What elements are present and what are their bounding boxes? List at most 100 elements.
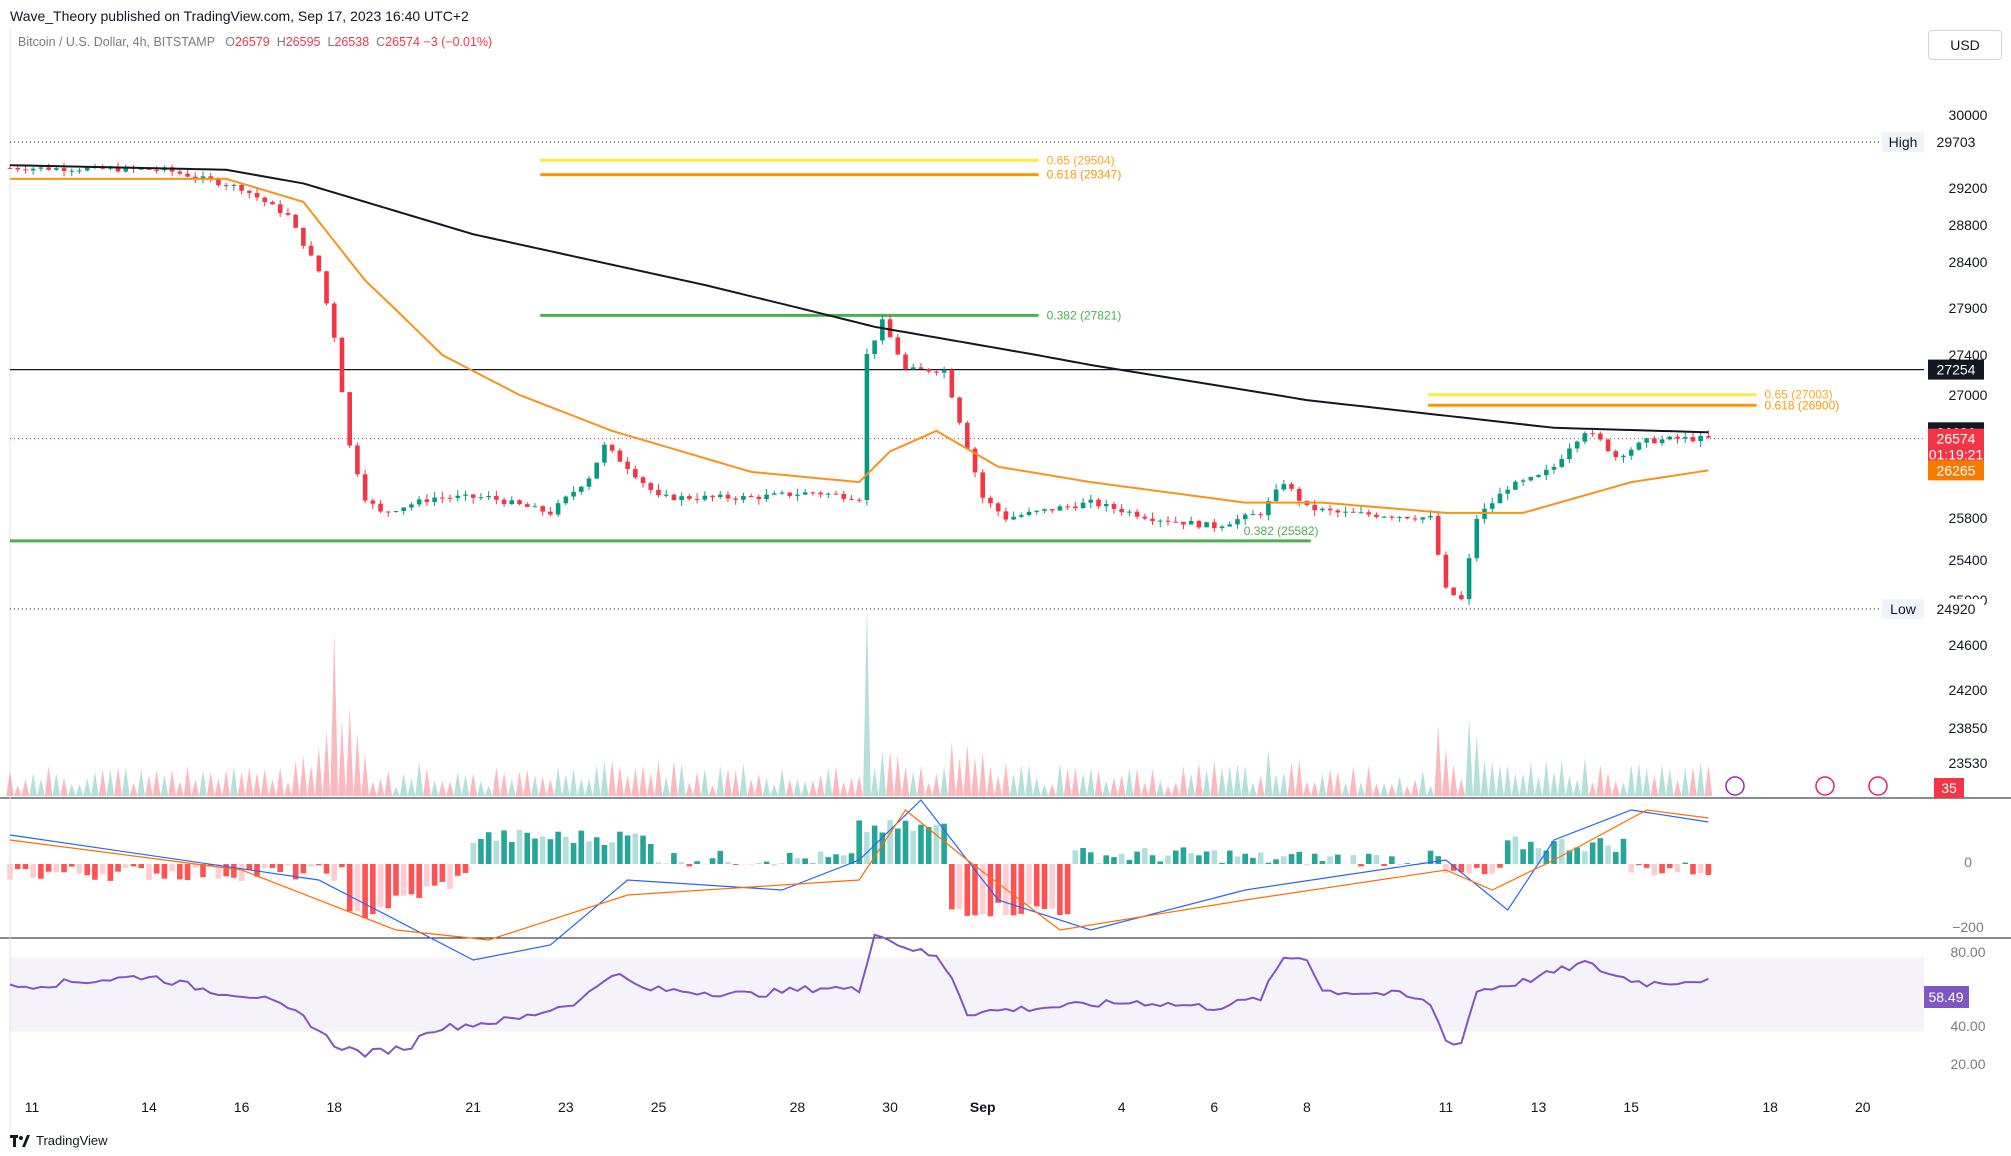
macd-histogram-bar [169,864,175,872]
volume-bar [986,766,995,796]
candle-body [818,492,823,495]
macd-histogram-bar [671,853,677,864]
volume-bar [785,779,794,796]
x-tick-label: 30 [882,1099,898,1115]
volume-bar [924,782,933,796]
candle-body [470,494,476,498]
macd-histogram-bar [261,864,268,869]
volume-bar [770,784,779,796]
candle-body [1528,476,1534,481]
fib-level-label: 0.65 (29504) [1047,153,1115,167]
volume-bar [507,778,516,796]
close-value: 26574 −3 (−0.01%) [385,35,493,49]
price-tick-label: 23850 [1949,720,1988,736]
macd-histogram-bar [1041,864,1048,910]
volume-bar [13,785,22,796]
volume-bar [801,781,810,796]
volume-bar [1442,747,1450,796]
price-tick-label: 28400 [1949,254,1988,270]
open-key: O [225,35,235,49]
volume-bar [477,781,485,796]
x-tick-label: 28 [790,1099,806,1115]
volume-bar [1665,768,1674,796]
x-tick-label: 15 [1623,1099,1639,1115]
volume-bar [724,768,732,796]
macd-histogram-bar [925,827,932,864]
volume-bar [693,771,701,796]
candle-body [223,185,229,187]
volume-bar [863,606,871,796]
volume-bar [484,785,493,796]
candle-body [1080,502,1086,509]
price-tick-label: 27900 [1949,300,1988,316]
candle-body [1296,488,1302,501]
macd-histogram-bar [1574,847,1580,864]
candle-body [1420,517,1426,520]
candle-body [532,506,538,508]
symbol-name[interactable]: Bitcoin / U.S. Dollar, 4h, BITSTAMP [18,35,215,49]
macd-histogram-bar [1242,853,1248,864]
volume-bar [1187,773,1196,796]
candle-body [239,184,244,191]
macd-histogram-bar [1088,852,1094,864]
macd-histogram-bar [825,857,832,864]
candle-body [609,444,615,451]
candle-body [1505,489,1510,494]
extreme-tag-label: High [1889,134,1918,150]
volume-bar [6,771,14,796]
close-key: C [376,35,386,49]
macd-histogram-bar [1288,854,1295,864]
volume-bar [839,782,848,796]
volume-bar [1472,735,1481,796]
candle-body [903,354,908,370]
macd-histogram-bar [1118,853,1125,864]
macd-histogram-bar [269,864,276,868]
macd-histogram-bar [609,842,615,864]
macd-histogram-bar [1450,864,1457,871]
macd-histogram-bar [910,830,917,864]
macd-histogram-bar [454,864,461,876]
candle-body [671,494,677,501]
price-tick-label: 25400 [1949,552,1988,568]
publish-header: Wave_Theory published on TradingView.com… [10,8,469,24]
candle-body [247,190,252,193]
macd-histogram-bar [655,862,662,864]
candle-body [578,486,584,492]
macd-histogram-bar [1651,864,1658,876]
candle-body [1412,518,1418,520]
candle-body [7,167,13,169]
candle-body [1103,503,1109,507]
candle-body [748,496,754,498]
candle-body [455,495,461,499]
macd-histogram-bar [640,835,646,864]
macd-histogram-bar [1265,862,1272,864]
volume-bar [44,765,53,796]
volume-bar [500,772,508,796]
candle-body [555,503,561,515]
volume-bar [847,777,856,796]
volume-bar [1635,763,1643,796]
currency-button[interactable]: USD [1928,30,2002,60]
macd-histogram-bar [277,864,283,873]
macd-histogram-bar [292,864,299,880]
tradingview-footer[interactable]: TradingView [10,1133,108,1148]
macd-histogram-bar [215,864,222,879]
macd-histogram-bar [1226,850,1233,864]
volume-bar [353,732,362,796]
macd-histogram-bar [833,854,839,864]
candle-body [216,179,221,186]
volume-bar [314,746,323,796]
volume-bar [268,779,277,796]
macd-histogram-bar [1188,853,1194,864]
tradingview-logo-icon [10,1134,30,1147]
macd-histogram-bar [647,843,654,864]
candle-body [972,448,978,473]
volume-bar [523,769,532,796]
volume-bar [1195,762,1203,796]
volume-bar [52,773,61,796]
volume-bar [1025,764,1033,796]
volume-bar [175,781,184,796]
macd-tick-label: −200 [1952,919,1984,935]
candle-body [1366,512,1372,515]
